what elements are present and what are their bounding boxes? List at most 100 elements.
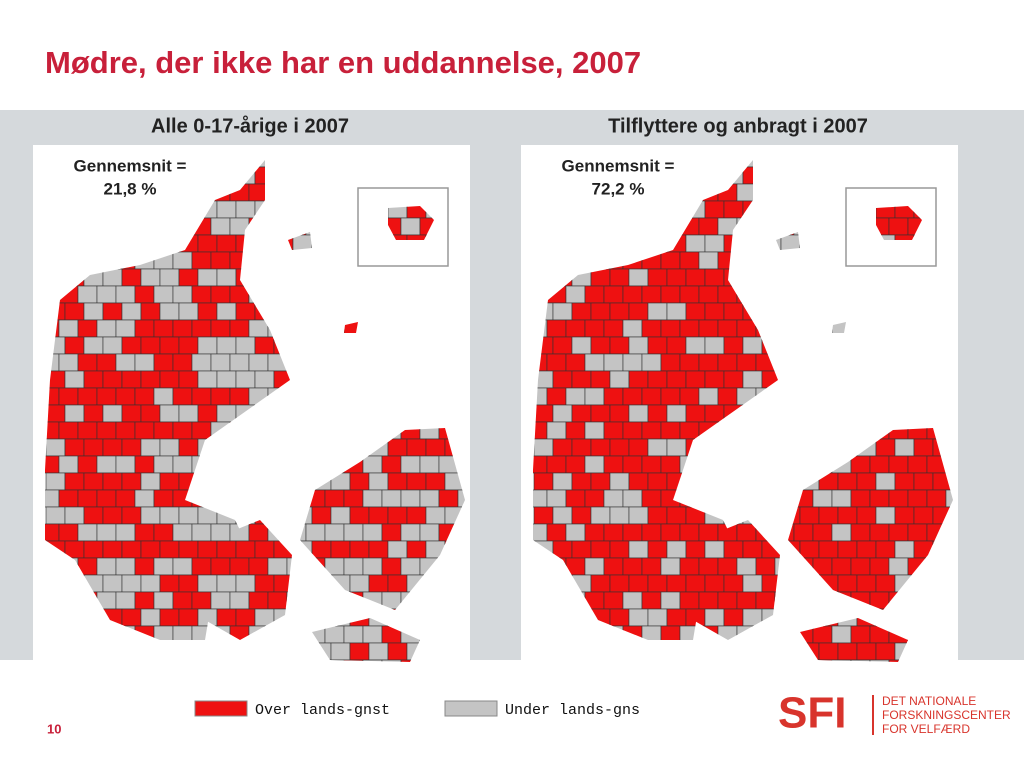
municipality (134, 557, 155, 576)
municipality (666, 404, 687, 423)
municipality (159, 404, 180, 423)
municipality (584, 659, 605, 662)
municipality (368, 642, 389, 661)
municipality (210, 523, 231, 542)
municipality (590, 438, 611, 457)
municipality (812, 523, 833, 542)
municipality (457, 489, 465, 508)
municipality (83, 404, 104, 423)
municipality (248, 319, 269, 338)
municipality (140, 404, 161, 423)
municipality (679, 387, 700, 406)
municipality (641, 523, 662, 542)
municipality (641, 455, 662, 474)
municipality (565, 353, 586, 372)
municipality (546, 387, 567, 406)
municipality (590, 574, 611, 593)
municipality (850, 659, 871, 662)
municipality (77, 387, 98, 406)
municipality (723, 608, 744, 627)
municipality (102, 472, 123, 491)
municipality (64, 438, 85, 457)
municipality (121, 506, 142, 525)
municipality (533, 659, 548, 662)
municipality (216, 404, 237, 423)
municipality (717, 591, 738, 610)
municipality (628, 540, 649, 559)
municipality (330, 506, 351, 525)
municipality (546, 455, 567, 474)
map-title: Alle 0-17-årige i 2007 (151, 114, 349, 137)
municipality (736, 557, 757, 576)
municipality (679, 659, 700, 662)
municipality (64, 370, 85, 389)
municipality (45, 438, 66, 457)
inset-frame (357, 187, 449, 267)
municipality (77, 523, 98, 542)
municipality (609, 268, 630, 287)
municipality (628, 404, 649, 423)
municipality (102, 404, 123, 423)
legend: Over lands-gnst Under lands-gns (194, 700, 640, 719)
municipality (58, 319, 79, 338)
municipality (191, 523, 212, 542)
municipality (400, 489, 421, 508)
municipality (837, 506, 858, 525)
municipality (115, 489, 136, 508)
municipality (45, 659, 60, 662)
municipality (755, 591, 776, 610)
municipality (210, 659, 231, 662)
municipality (717, 353, 738, 372)
logo-mark: SFI (778, 689, 846, 738)
municipality (603, 387, 624, 406)
municipality (235, 302, 256, 321)
municipality (140, 506, 161, 525)
municipality (387, 642, 408, 661)
municipality (197, 608, 218, 627)
municipality (362, 523, 383, 542)
municipality (609, 370, 630, 389)
municipality (83, 506, 104, 525)
municipality (704, 200, 725, 219)
municipality (159, 472, 180, 491)
municipality (425, 438, 446, 457)
municipality (387, 438, 408, 457)
municipality (121, 438, 142, 457)
municipality (159, 608, 180, 627)
municipality (248, 353, 269, 372)
municipality (134, 387, 155, 406)
municipality (172, 251, 193, 270)
municipality (907, 659, 928, 662)
municipality (660, 387, 681, 406)
municipality (622, 659, 643, 662)
municipality (698, 217, 719, 236)
municipality (172, 557, 193, 576)
municipality (83, 472, 104, 491)
municipality (647, 370, 668, 389)
municipality (216, 574, 237, 593)
municipality (140, 608, 161, 627)
municipality (115, 557, 136, 576)
municipality (96, 387, 117, 406)
municipality (406, 438, 427, 457)
municipality (178, 574, 199, 593)
municipality (546, 353, 567, 372)
municipality (850, 557, 871, 576)
municipality (115, 285, 136, 304)
municipality (45, 506, 66, 525)
municipality (647, 540, 668, 559)
municipality (647, 336, 668, 355)
municipality (818, 642, 839, 661)
municipality (115, 387, 136, 406)
municipality (349, 472, 370, 491)
municipality (565, 387, 586, 406)
municipality (197, 574, 218, 593)
municipality (869, 523, 890, 542)
municipality (305, 523, 326, 542)
municipality (64, 336, 85, 355)
municipality (64, 302, 85, 321)
municipality (248, 591, 269, 610)
municipality (590, 506, 611, 525)
municipality (210, 557, 231, 576)
municipality (856, 540, 877, 559)
